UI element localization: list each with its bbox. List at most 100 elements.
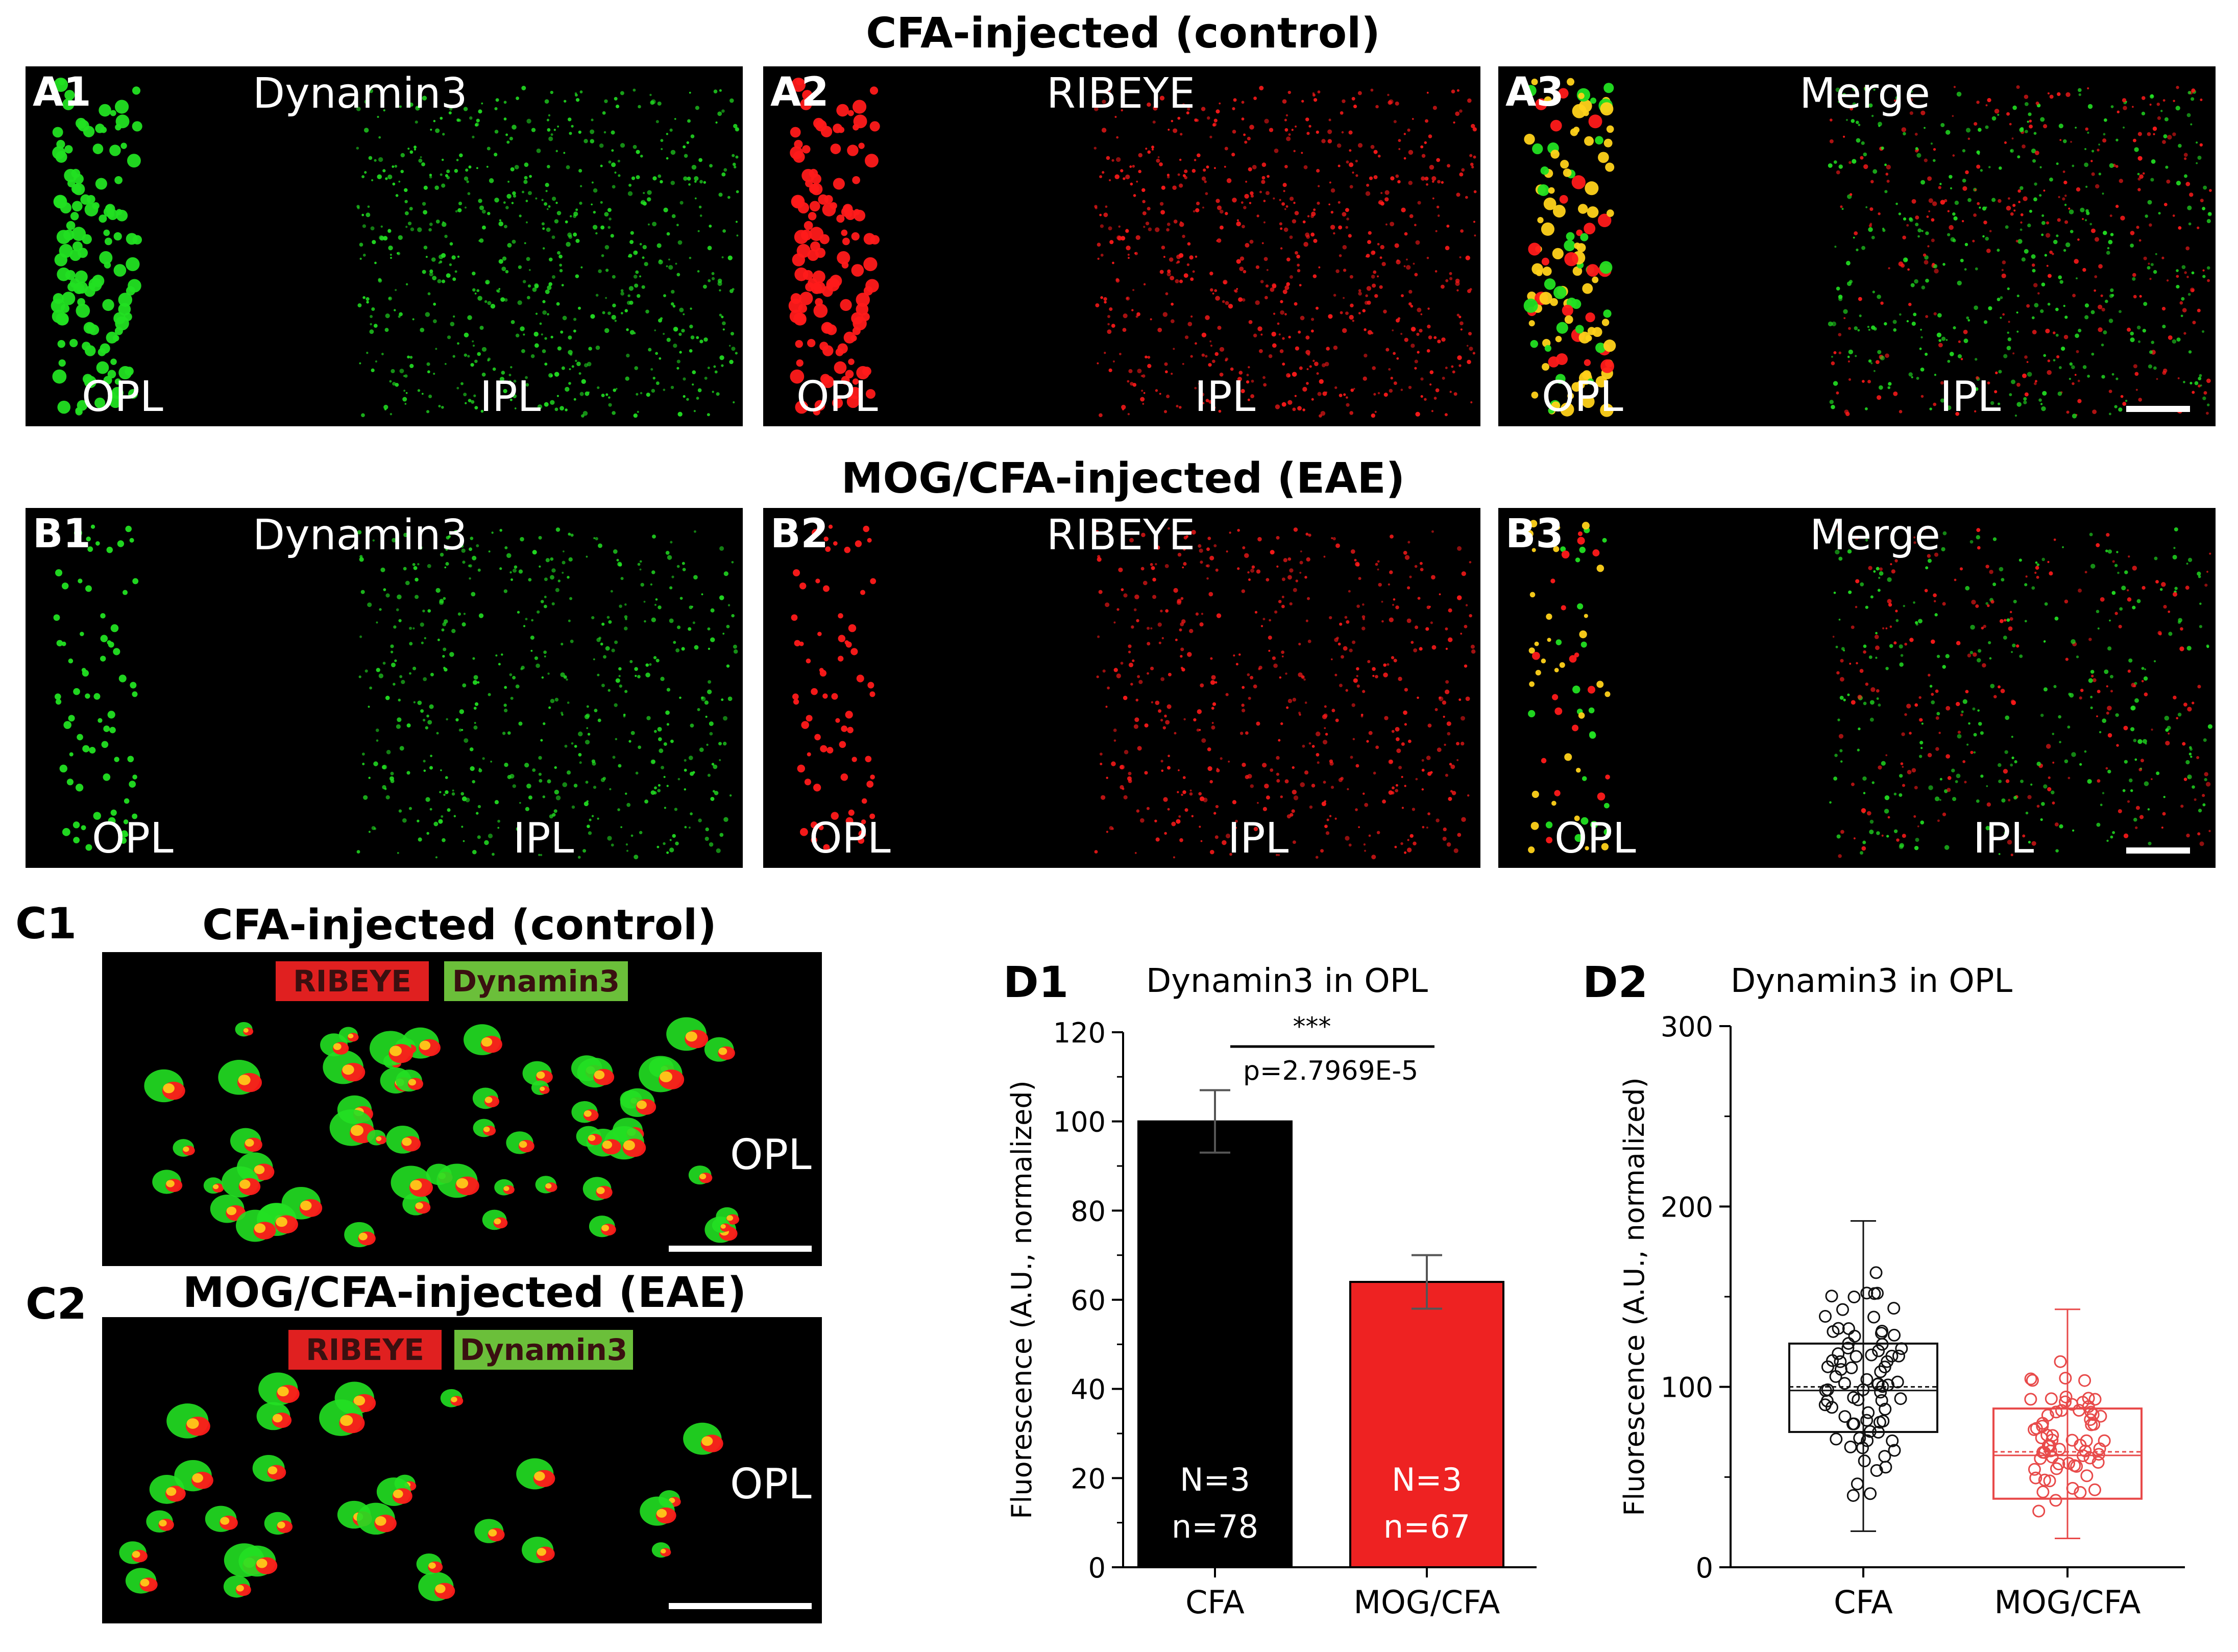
punctum — [1329, 761, 1334, 766]
punctum — [712, 790, 715, 793]
punctum — [1833, 381, 1838, 386]
punctum — [1414, 367, 1417, 370]
punctum — [472, 288, 476, 292]
punctum — [2139, 174, 2144, 179]
punctum — [472, 680, 478, 685]
punctum — [1927, 558, 1932, 563]
data-point — [2030, 1422, 2043, 1435]
punctum — [2198, 809, 2202, 813]
punctum — [2035, 101, 2039, 105]
punctum — [1400, 842, 1403, 845]
punctum — [433, 119, 436, 123]
punctum — [2106, 251, 2110, 255]
punctum — [1144, 723, 1149, 728]
punctum — [544, 362, 548, 366]
punctum — [644, 262, 648, 266]
punctum — [1864, 86, 1868, 91]
punctum — [1181, 668, 1185, 672]
punctum — [2207, 279, 2210, 282]
punctum — [2207, 724, 2212, 729]
punctum — [472, 555, 477, 561]
punctum — [2110, 690, 2113, 693]
punctum — [363, 795, 368, 800]
punctum — [1937, 819, 1940, 822]
punctum — [1398, 139, 1401, 142]
punctum — [1176, 404, 1179, 408]
punctum — [80, 631, 84, 637]
punctum — [2064, 195, 2067, 197]
punctum — [573, 211, 578, 216]
overlap-blob — [353, 1395, 366, 1406]
punctum — [1588, 707, 1595, 714]
punctum — [1327, 129, 1332, 134]
punctum — [1371, 275, 1375, 279]
punctum — [1907, 770, 1912, 774]
punctum — [1933, 159, 1936, 162]
punctum — [676, 367, 679, 370]
punctum — [2125, 399, 2128, 402]
punctum — [625, 618, 627, 620]
punctum — [1980, 731, 1984, 735]
punctum — [446, 273, 451, 278]
punctum — [1472, 352, 1475, 355]
punctum — [541, 199, 544, 201]
punctum — [1439, 696, 1444, 701]
punctum — [371, 368, 375, 373]
punctum — [554, 407, 558, 411]
punctum — [1356, 675, 1358, 677]
punctum — [2070, 140, 2072, 143]
punctum — [690, 812, 693, 815]
punctum — [2097, 779, 2101, 783]
punctum — [1441, 337, 1446, 342]
punctum — [684, 788, 687, 791]
punctum — [2186, 563, 2188, 565]
punctum — [850, 648, 858, 655]
punctum — [2034, 571, 2037, 574]
punctum — [2077, 379, 2080, 382]
punctum — [1333, 232, 1335, 235]
punctum — [1828, 163, 1833, 168]
punctum — [1960, 713, 1963, 717]
punctum — [1205, 564, 1208, 567]
punctum — [1284, 313, 1287, 315]
punctum — [99, 251, 113, 265]
punctum — [1309, 365, 1312, 368]
punctum — [1868, 655, 1872, 659]
punctum — [794, 640, 801, 647]
punctum — [1357, 91, 1362, 95]
punctum — [60, 202, 72, 214]
punctum — [468, 399, 472, 402]
punctum — [1442, 700, 1447, 705]
punctum — [548, 205, 551, 208]
punctum — [379, 608, 382, 611]
punctum — [1335, 269, 1340, 273]
punctum — [1121, 588, 1124, 591]
punctum — [1437, 747, 1442, 752]
punctum — [59, 764, 68, 773]
punctum — [2058, 124, 2063, 129]
punctum — [1445, 279, 1449, 282]
punctum — [1884, 163, 1887, 166]
punctum — [2132, 273, 2136, 277]
punctum — [107, 711, 115, 719]
punctum — [1240, 201, 1244, 204]
punctum — [2076, 350, 2079, 353]
punctum — [547, 672, 550, 675]
punctum — [499, 377, 504, 382]
punctum — [1318, 185, 1320, 187]
punctum — [100, 635, 108, 643]
overlap-blob — [402, 1137, 412, 1146]
punctum — [1312, 93, 1316, 97]
punctum — [1173, 128, 1178, 133]
punctum — [498, 259, 503, 264]
punctum — [2084, 303, 2089, 308]
overlap-blob — [238, 1075, 251, 1085]
punctum — [1243, 270, 1247, 274]
punctum — [2102, 792, 2105, 794]
punctum — [2176, 337, 2181, 342]
punctum — [2020, 213, 2024, 216]
punctum — [1159, 95, 1165, 101]
punctum — [1180, 654, 1183, 658]
punctum — [1205, 399, 1209, 402]
punctum — [1292, 219, 1297, 224]
